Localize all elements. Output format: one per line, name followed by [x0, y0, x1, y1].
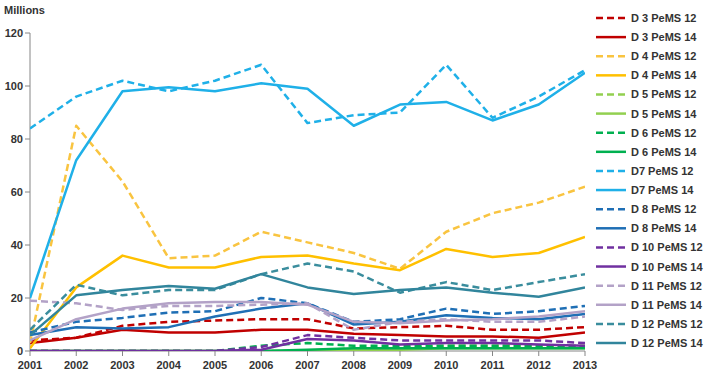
x-tick-label: 2008	[342, 359, 366, 371]
legend-label: D 10 PeMS 14	[631, 261, 703, 273]
chart: 0 20 40 60 80 100 120 2001 2002 2003 2004 2005 2006 2…	[0, 0, 721, 384]
x-tick	[446, 351, 447, 356]
legend-swatch	[596, 208, 626, 211]
y-tick	[25, 245, 30, 246]
y-tick-label: 80	[11, 133, 23, 145]
series-line	[30, 126, 585, 343]
x-tick	[585, 351, 586, 356]
y-tick	[25, 351, 30, 352]
legend-label: D 3 PeMS 14	[631, 31, 697, 43]
legend-label: D 8 PeMS 14	[631, 222, 697, 234]
x-tick-label: 2005	[203, 359, 227, 371]
series-line	[30, 335, 585, 351]
x-tick	[307, 351, 308, 356]
x-tick-label: 2003	[110, 359, 134, 371]
y-tick-label: 0	[17, 345, 23, 357]
y-tick-label: 60	[11, 186, 23, 198]
y-tick	[25, 139, 30, 140]
series-line	[30, 302, 585, 340]
x-tick	[122, 351, 123, 356]
legend-swatch	[596, 17, 626, 20]
series-line	[30, 264, 585, 330]
legend-label: D7 PeMS 12	[631, 165, 693, 177]
legend: D 3 PeMS 12 D 3 PeMS 14 D 4 PeMS 12 D 4 PeM…	[596, 12, 703, 349]
y-tick	[25, 33, 30, 34]
legend-label: D 4 PeMS 12	[631, 50, 696, 62]
legend-label: D 10 PeMS 12	[631, 241, 703, 253]
x-tick-label: 2004	[157, 359, 182, 371]
legend-label: D 6 PeMS 12	[631, 127, 696, 139]
legend-swatch	[596, 131, 626, 134]
x-tick-label: 2012	[527, 359, 551, 371]
legend-swatch	[596, 170, 626, 173]
legend-label: D 3 PeMS 12	[631, 12, 696, 24]
legend-swatch	[596, 323, 626, 326]
legend-swatch	[596, 151, 626, 154]
y-tick-label: 100	[5, 80, 23, 92]
legend-swatch	[596, 265, 626, 268]
legend-swatch	[596, 246, 626, 249]
legend-swatch	[596, 189, 626, 192]
legend-swatch	[596, 342, 626, 345]
legend-swatch	[596, 36, 626, 39]
legend-swatch	[596, 227, 626, 230]
y-tick-label: 120	[5, 27, 23, 39]
y-axis-label: Millions	[4, 4, 45, 16]
series-line	[30, 274, 585, 335]
series-line	[30, 237, 585, 348]
series-line	[30, 339, 585, 351]
x-tick	[400, 351, 401, 356]
legend-swatch	[596, 74, 626, 77]
x-tick	[30, 351, 31, 356]
legend-swatch	[596, 112, 626, 115]
legend-label: D 5 PeMS 14	[631, 108, 697, 120]
y-tick	[25, 86, 30, 87]
plot-area	[30, 65, 585, 351]
series-line	[30, 65, 585, 129]
x-tick	[538, 351, 539, 356]
x-tick-label: 2013	[573, 359, 597, 371]
x-tick-label: 2009	[388, 359, 412, 371]
legend-label: D 12 PeMS 12	[631, 318, 703, 330]
x-tick	[168, 351, 169, 356]
x-tick	[353, 351, 354, 356]
legend-label: D 6 PeMS 14	[631, 146, 697, 158]
legend-label: D 12 PeMS 14	[631, 337, 703, 349]
legend-label: D 8 PeMS 12	[631, 203, 696, 215]
x-tick	[215, 351, 216, 356]
x-tick-label: 2011	[481, 359, 505, 371]
x-tick	[76, 351, 77, 356]
legend-label: D 11 PeMS 14	[631, 299, 703, 311]
legend-label: D 5 PeMS 12	[631, 88, 696, 100]
legend-swatch	[596, 93, 626, 96]
y-tick	[25, 298, 30, 299]
x-tick-label: 2002	[64, 359, 88, 371]
legend-label: D 4 PeMS 14	[631, 69, 697, 81]
legend-label: D 11 PeMS 12	[631, 280, 702, 292]
x-tick	[492, 351, 493, 356]
x-tick-label: 2007	[295, 359, 319, 371]
x-tick	[261, 351, 262, 356]
y-tick	[25, 192, 30, 193]
legend-swatch	[596, 55, 626, 58]
legend-swatch	[596, 304, 626, 307]
legend-swatch	[596, 284, 626, 287]
x-tick-label: 2001	[18, 359, 42, 371]
y-tick-label: 40	[11, 239, 23, 251]
x-tick-label: 2006	[249, 359, 273, 371]
y-tick-label: 20	[11, 292, 23, 304]
legend-label: D7 PeMS 14	[631, 184, 694, 196]
x-tick-label: 2010	[434, 359, 458, 371]
